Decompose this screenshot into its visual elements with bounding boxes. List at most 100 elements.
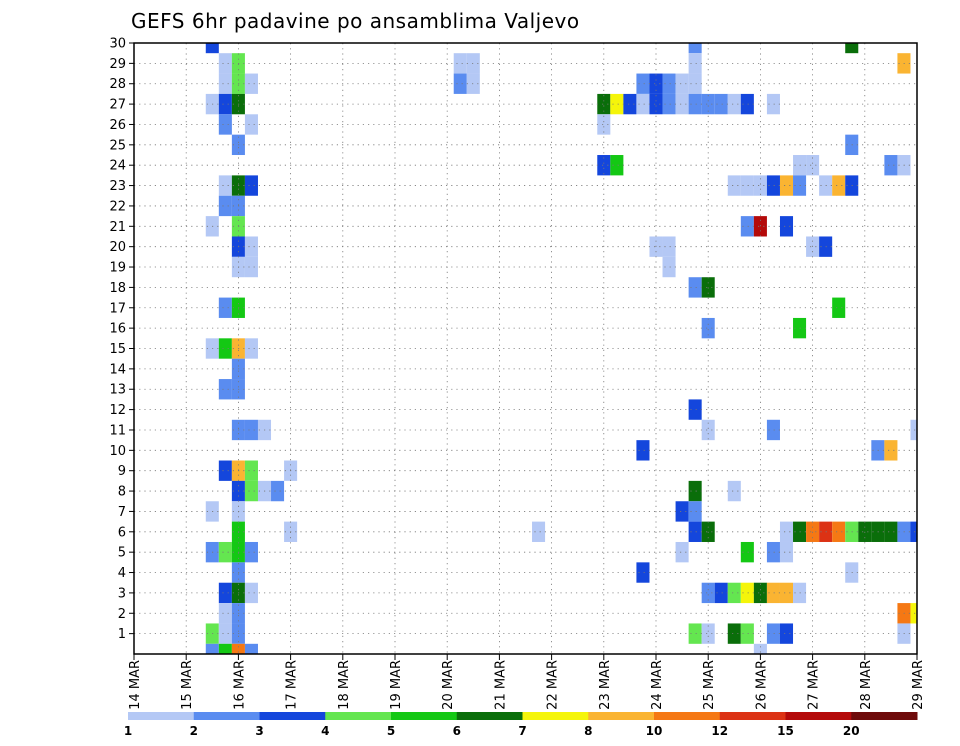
heatmap-cell	[688, 93, 702, 115]
y-tick-label: 13	[109, 383, 126, 398]
heatmap-cell	[793, 175, 807, 196]
colorbar-label: 15	[777, 724, 794, 738]
heatmap-cell	[675, 93, 689, 115]
x-tick-label: 14 MAR	[128, 660, 143, 710]
y-tick-label: 12	[109, 403, 126, 418]
y-tick-label: 8	[118, 485, 126, 500]
heatmap-cell	[740, 582, 754, 604]
y-tick-label: 20	[109, 240, 126, 255]
x-tick-label: 22 MAR	[546, 660, 561, 710]
heatmap-cell	[205, 43, 219, 54]
colorbar-label: 1	[124, 724, 132, 738]
heatmap-cell	[649, 73, 663, 94]
heatmap-cell	[740, 93, 754, 115]
y-tick-label: 6	[118, 525, 126, 540]
colorbar-swatch	[851, 712, 918, 720]
heatmap-cell	[910, 419, 917, 441]
x-tick-label: 24 MAR	[650, 660, 665, 710]
y-tick-label: 17	[109, 301, 126, 316]
heatmap-cell	[688, 501, 702, 522]
heatmap-cell	[597, 155, 611, 176]
heatmap-cell	[218, 623, 232, 644]
heatmap-cell	[244, 338, 258, 359]
y-tick-label: 14	[109, 362, 126, 377]
heatmap-cell	[218, 541, 232, 563]
heatmap-cell	[231, 643, 245, 654]
heatmap-cell	[218, 93, 232, 115]
heatmap-cell	[218, 195, 232, 217]
heatmap-cell	[779, 175, 794, 196]
colorbar-swatch	[522, 712, 589, 720]
y-tick-label: 25	[109, 138, 126, 153]
heatmap-cell	[766, 93, 780, 115]
heatmap-cell	[688, 399, 702, 420]
heatmap-cell	[753, 216, 767, 237]
y-tick-label: 24	[109, 159, 126, 174]
heatmap-cell	[714, 93, 728, 115]
heatmap-cell	[597, 93, 611, 115]
grid-lines	[134, 43, 917, 654]
colorbar-swatch	[588, 712, 655, 720]
colorbar-label: 10	[646, 724, 663, 738]
heatmap-cell	[779, 521, 794, 542]
heatmap-cell	[532, 521, 546, 542]
heatmap-cell	[701, 521, 715, 542]
x-tick-label: 27 MAR	[807, 660, 822, 710]
heatmap-cell	[218, 582, 232, 604]
heatmap-cell	[244, 256, 258, 278]
x-tick-label: 26 MAR	[754, 660, 769, 710]
heatmap-cell	[688, 521, 702, 542]
heatmap-cell	[806, 521, 820, 542]
y-tick-label: 23	[109, 179, 126, 194]
x-axis: 14 MAR 15 MAR 16 MAR 17 MAR 18 MAR 19 MAR 20 M…	[128, 654, 926, 710]
heatmap-cell	[244, 419, 258, 441]
heatmap-cell	[662, 73, 676, 94]
heatmap-cell	[701, 623, 715, 644]
heatmap-cell	[714, 582, 728, 604]
y-tick-label: 28	[109, 77, 126, 92]
heatmap-cell	[218, 643, 232, 654]
x-tick-label: 20 MAR	[441, 660, 456, 710]
y-tick-label: 2	[118, 607, 126, 622]
heatmap-cell	[753, 582, 767, 604]
y-tick-label: 22	[109, 199, 126, 214]
heatmap-cell	[740, 541, 754, 563]
heatmap-cell	[688, 480, 702, 502]
heatmap-cell	[218, 114, 232, 135]
y-tick-label: 1	[118, 627, 126, 642]
heatmap-cell	[740, 175, 754, 196]
heatmap-cell	[845, 43, 859, 54]
heatmap-cell	[244, 114, 258, 135]
heatmap-cell	[779, 541, 794, 563]
heatmap-cell	[466, 53, 480, 74]
colorbar-swatch	[785, 712, 852, 720]
heatmap-cell	[636, 440, 650, 461]
heatmap-cell	[244, 643, 258, 654]
heatmap-cell	[218, 297, 232, 318]
heatmap-cell	[218, 603, 232, 624]
heatmap-cell	[793, 155, 807, 176]
heatmap-cell	[218, 53, 232, 74]
y-tick-label: 16	[109, 322, 126, 337]
x-tick-label: 19 MAR	[389, 660, 404, 710]
y-tick-label: 29	[109, 57, 126, 72]
colorbar-label: 8	[584, 724, 592, 738]
heatmap-cell	[688, 277, 702, 298]
heatmap-cell	[727, 480, 741, 502]
colorbar-label: 7	[518, 724, 526, 738]
heatmap-cell	[205, 643, 219, 654]
heatmap-cell	[453, 73, 467, 94]
heatmap-cell	[910, 603, 917, 624]
heatmap-cell	[832, 521, 846, 542]
heatmap-cell	[793, 582, 807, 604]
heatmap-cell	[244, 460, 258, 481]
heatmap-cell	[675, 501, 689, 522]
y-tick-label: 9	[118, 464, 126, 479]
heatmap-cell	[244, 175, 258, 196]
colorbar-swatch	[193, 712, 260, 720]
y-tick-label: 4	[118, 566, 126, 581]
heatmap-cell	[832, 175, 846, 196]
heatmap-cell	[597, 114, 611, 135]
heatmap-cell	[806, 155, 820, 176]
